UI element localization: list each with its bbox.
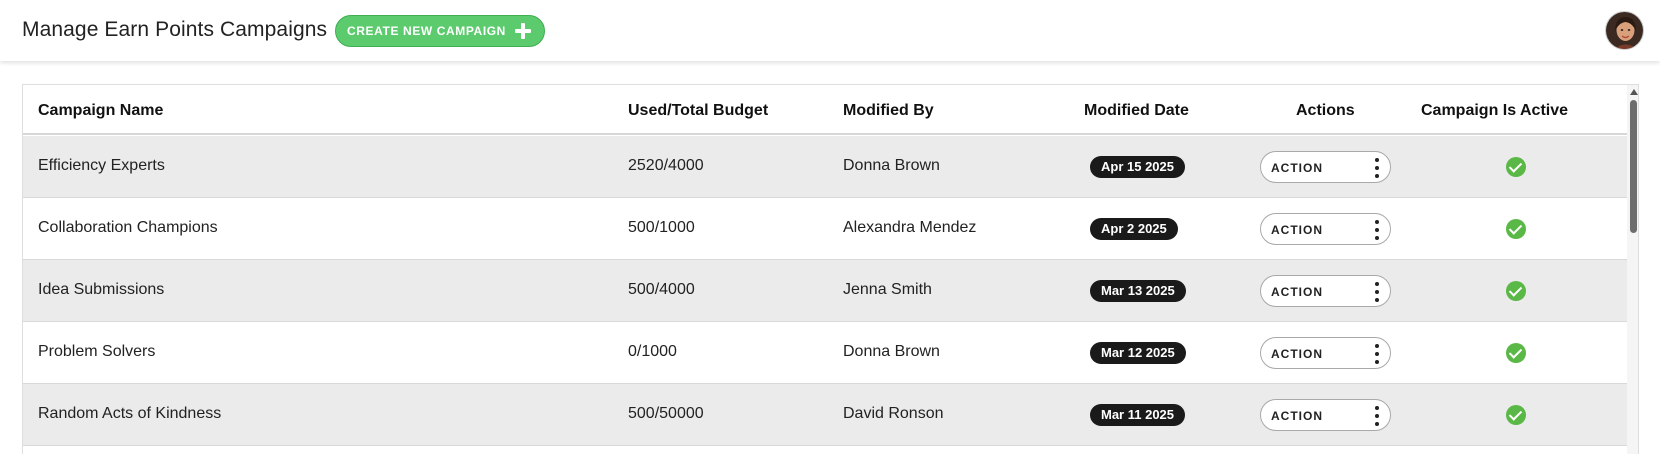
kebab-menu-icon [1374,220,1380,240]
action-label: ACTION [1271,161,1323,175]
modified-date-badge: Mar 12 2025 [1090,342,1186,364]
scroll-up-arrow-icon[interactable] [1630,89,1638,95]
campaign-name: Efficiency Experts [38,157,165,174]
action-menu-button[interactable]: ACTION [1260,151,1391,183]
campaign-budget: 500/1000 [628,219,695,236]
column-header-modified-by[interactable]: Modified By [843,102,934,119]
table-row: Idea Submissions 500/4000 Jenna Smith Ma… [23,260,1627,322]
kebab-menu-icon [1374,406,1380,426]
create-new-campaign-button[interactable]: CREATE NEW CAMPAIGN [335,15,545,47]
action-label: ACTION [1271,285,1323,299]
active-check-icon [1506,281,1526,301]
plus-icon [514,22,532,40]
campaign-name: Random Acts of Kindness [38,405,222,422]
modified-date-badge: Apr 15 2025 [1090,156,1185,178]
column-header-campaign-active[interactable]: Campaign Is Active [1421,102,1569,119]
column-header-modified-date[interactable]: Modified Date [1084,102,1189,119]
action-menu-button[interactable]: ACTION [1260,337,1391,369]
table-header: Campaign Name Used/Total Budget Modified… [23,85,1627,135]
modified-by: Donna Brown [843,157,940,174]
active-check-icon [1506,405,1526,425]
table-row: Collaboration Champions 500/1000 Alexand… [23,198,1627,260]
modified-by: Donna Brown [843,343,940,360]
table-row: Problem Solvers 0/1000 Donna Brown Mar 1… [23,322,1627,384]
scrollbar-thumb[interactable] [1630,100,1637,233]
table-row: Random Acts of Kindness 500/50000 David … [23,384,1627,446]
column-header-actions: Actions [1296,102,1355,119]
campaign-name: Problem Solvers [38,343,156,360]
campaign-budget: 500/4000 [628,281,695,298]
create-new-campaign-label: CREATE NEW CAMPAIGN [347,24,506,38]
modified-date-badge: Mar 11 2025 [1090,404,1186,426]
column-header-budget[interactable]: Used/Total Budget [628,102,769,119]
avatar[interactable] [1605,11,1644,50]
action-label: ACTION [1271,409,1323,423]
user-avatar-icon [1606,12,1643,49]
column-header-campaign-name[interactable]: Campaign Name [38,102,164,119]
action-label: ACTION [1271,347,1323,361]
page-title: Manage Earn Points Campaigns [22,18,328,41]
action-menu-button[interactable]: ACTION [1260,399,1391,431]
kebab-menu-icon [1374,282,1380,302]
campaigns-table: Campaign Name Used/Total Budget Modified… [22,84,1639,454]
modified-date-badge: Apr 2 2025 [1090,218,1178,240]
kebab-menu-icon [1374,158,1380,178]
campaign-name: Collaboration Champions [38,219,218,236]
campaign-budget: 0/1000 [628,343,677,360]
action-menu-button[interactable]: ACTION [1260,213,1391,245]
action-label: ACTION [1271,223,1323,237]
modified-by: David Ronson [843,405,944,422]
modified-date-badge: Mar 13 2025 [1090,280,1186,302]
action-menu-button[interactable]: ACTION [1260,275,1391,307]
active-check-icon [1506,343,1526,363]
active-check-icon [1506,219,1526,239]
vertical-scrollbar[interactable] [1627,85,1638,454]
top-bar: Manage Earn Points Campaigns CREATE NEW … [0,0,1660,61]
campaign-budget: 2520/4000 [628,157,704,174]
campaign-budget: 500/50000 [628,405,704,422]
modified-by: Alexandra Mendez [843,219,977,236]
active-check-icon [1506,157,1526,177]
kebab-menu-icon [1374,344,1380,364]
table-row: Efficiency Experts 2520/4000 Donna Brown… [23,136,1627,198]
campaign-name: Idea Submissions [38,281,165,298]
modified-by: Jenna Smith [843,281,932,298]
